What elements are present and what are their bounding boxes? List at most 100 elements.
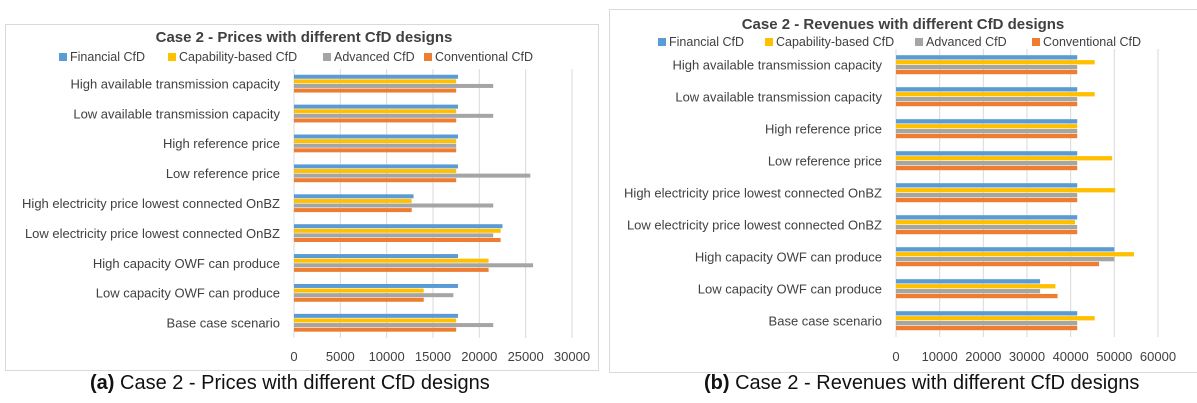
bar-advanced bbox=[294, 263, 534, 268]
bar-conventional bbox=[294, 297, 424, 302]
revenues-chart: Case 2 - Revenues with different CfD des… bbox=[624, 16, 1176, 364]
bar-capability bbox=[896, 156, 1113, 161]
x-tick-label: 50000 bbox=[1096, 349, 1132, 364]
legend-label-capability: Capability-based CfD bbox=[776, 35, 894, 49]
bar-advanced bbox=[294, 233, 494, 238]
caption-prices: (a) Case 2 - Prices with different CfD d… bbox=[90, 372, 490, 395]
category-label: Low available transmission capacity bbox=[73, 106, 280, 121]
category-label: High capacity OWF can produce bbox=[695, 250, 882, 265]
bar-capability bbox=[294, 79, 457, 84]
x-tick-label: 0 bbox=[892, 349, 899, 364]
legend-label-financial: Financial CfD bbox=[669, 35, 744, 49]
bar-advanced bbox=[294, 113, 494, 118]
bar-financial bbox=[896, 247, 1115, 252]
bar-financial bbox=[896, 151, 1078, 156]
bar-conventional bbox=[896, 165, 1078, 171]
legend-swatch-capability bbox=[765, 38, 773, 46]
bar-capability bbox=[896, 188, 1116, 193]
bar-conventional bbox=[896, 325, 1078, 331]
bar-conventional bbox=[294, 267, 489, 272]
bar-advanced bbox=[896, 97, 1078, 102]
legend-swatch-conventional bbox=[1032, 38, 1040, 46]
legend-label-advanced: Advanced CfD bbox=[334, 50, 415, 64]
bar-financial bbox=[294, 313, 459, 318]
bar-conventional bbox=[294, 88, 457, 93]
category-label: Base case scenario bbox=[769, 314, 882, 329]
bar-capability bbox=[896, 252, 1134, 257]
bar-conventional bbox=[896, 133, 1078, 139]
bar-conventional bbox=[294, 327, 457, 332]
bar-conventional bbox=[294, 148, 457, 153]
legend-swatch-capability bbox=[168, 53, 176, 61]
bar-capability bbox=[294, 318, 457, 323]
category-label: Low capacity OWF can produce bbox=[96, 286, 280, 301]
bar-conventional bbox=[294, 208, 412, 213]
bar-capability bbox=[294, 258, 489, 263]
category-label: Low electricity price lowest connected O… bbox=[627, 218, 882, 233]
bar-financial bbox=[896, 215, 1078, 220]
caption-prices-label: (a) bbox=[90, 372, 115, 394]
category-label: High electricity price lowest connected … bbox=[22, 196, 280, 211]
prices-chart-panel: Case 2 - Prices with different CfD desig… bbox=[5, 24, 599, 371]
x-tick-label: 60000 bbox=[1140, 349, 1176, 364]
bar-financial bbox=[896, 183, 1078, 188]
bar-conventional bbox=[294, 237, 501, 242]
bar-conventional bbox=[896, 101, 1078, 107]
bar-advanced bbox=[294, 143, 457, 148]
category-label: Low reference price bbox=[166, 166, 280, 181]
chart-title: Case 2 - Revenues with different CfD des… bbox=[742, 16, 1065, 33]
category-label: High available transmission capacity bbox=[70, 76, 280, 91]
bar-financial bbox=[294, 104, 459, 109]
bar-conventional bbox=[294, 178, 457, 183]
bar-capability bbox=[294, 169, 457, 174]
x-tick-label: 10000 bbox=[369, 349, 405, 364]
bar-financial bbox=[294, 194, 414, 199]
bar-financial bbox=[294, 164, 459, 169]
bar-financial bbox=[896, 55, 1078, 60]
bar-capability bbox=[896, 220, 1076, 225]
x-tick-label: 25000 bbox=[508, 349, 544, 364]
bar-advanced bbox=[294, 203, 494, 208]
bar-advanced bbox=[896, 161, 1078, 166]
x-tick-label: 0 bbox=[290, 349, 297, 364]
x-tick-label: 40000 bbox=[1053, 349, 1089, 364]
bar-financial bbox=[896, 311, 1078, 316]
category-label: Low reference price bbox=[768, 154, 882, 169]
x-tick-label: 20000 bbox=[461, 349, 497, 364]
bar-advanced bbox=[896, 129, 1078, 134]
category-label: High electricity price lowest connected … bbox=[624, 186, 882, 201]
bar-advanced bbox=[896, 65, 1078, 70]
legend-label-conventional: Conventional CfD bbox=[1043, 35, 1141, 49]
category-label: Low available transmission capacity bbox=[675, 90, 882, 105]
bar-conventional bbox=[896, 197, 1078, 203]
bar-financial bbox=[896, 279, 1041, 284]
legend-swatch-financial bbox=[59, 53, 67, 61]
bar-capability bbox=[294, 288, 424, 293]
bar-conventional bbox=[896, 229, 1078, 235]
category-label: High reference price bbox=[765, 122, 882, 137]
category-label: High available transmission capacity bbox=[672, 58, 882, 73]
x-tick-label: 30000 bbox=[1009, 349, 1045, 364]
bar-conventional bbox=[294, 118, 457, 123]
bar-capability bbox=[896, 316, 1095, 321]
x-tick-label: 10000 bbox=[922, 349, 958, 364]
caption-prices-text: Case 2 - Prices with different CfD desig… bbox=[114, 372, 490, 394]
bar-advanced bbox=[294, 83, 494, 88]
x-tick-label: 15000 bbox=[415, 349, 451, 364]
bar-capability bbox=[294, 228, 501, 233]
x-tick-label: 20000 bbox=[965, 349, 1001, 364]
legend-label-advanced: Advanced CfD bbox=[926, 35, 1007, 49]
bar-advanced bbox=[294, 293, 454, 298]
legend-swatch-financial bbox=[658, 38, 666, 46]
prices-chart: Case 2 - Prices with different CfD desig… bbox=[22, 29, 590, 364]
revenues-chart-panel: Case 2 - Revenues with different CfD des… bbox=[609, 9, 1197, 373]
caption-revenues-text: Case 2 - Revenues with different CfD des… bbox=[729, 372, 1140, 394]
bar-capability bbox=[896, 284, 1056, 289]
bar-financial bbox=[294, 74, 459, 79]
bar-capability bbox=[896, 92, 1095, 97]
bar-financial bbox=[294, 134, 459, 139]
bar-advanced bbox=[896, 193, 1078, 198]
bar-advanced bbox=[294, 323, 494, 328]
category-label: Low electricity price lowest connected O… bbox=[25, 226, 280, 241]
bar-capability bbox=[896, 60, 1095, 65]
